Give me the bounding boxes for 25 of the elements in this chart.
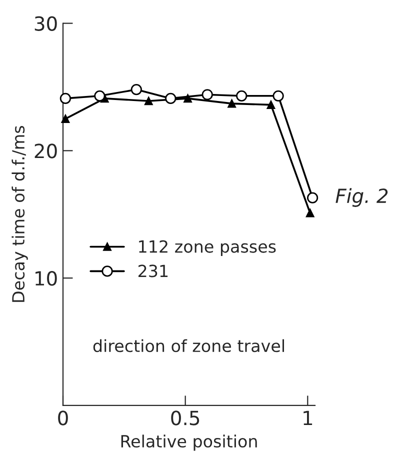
y-tick-label: 30 — [34, 16, 57, 31]
point — [144, 96, 153, 106]
y-tick-label: 20 — [34, 144, 57, 158]
x-tick-label: 0.5 — [171, 410, 200, 426]
legend-label: 112 zone passes — [139, 240, 276, 256]
point — [94, 90, 106, 102]
y-tick-label: 10 — [36, 271, 57, 286]
x-tick-label: 1 — [304, 410, 312, 426]
x-axis-title: Relative position — [121, 434, 257, 451]
legend-label: 231 — [138, 264, 168, 278]
point — [165, 92, 176, 104]
point — [228, 99, 236, 108]
point — [272, 90, 284, 102]
point — [61, 114, 70, 123]
point — [130, 84, 142, 96]
y-axis-title: Decay time of d.f./ms — [12, 126, 28, 302]
x-tick-label: 0 — [58, 410, 68, 426]
point — [236, 90, 248, 102]
point — [306, 208, 314, 218]
caption: Fig. 2 — [336, 188, 388, 207]
point — [306, 192, 318, 204]
point — [60, 92, 72, 104]
point — [266, 100, 276, 109]
annotation: direction of zone travel — [93, 339, 284, 352]
point — [202, 89, 213, 100]
